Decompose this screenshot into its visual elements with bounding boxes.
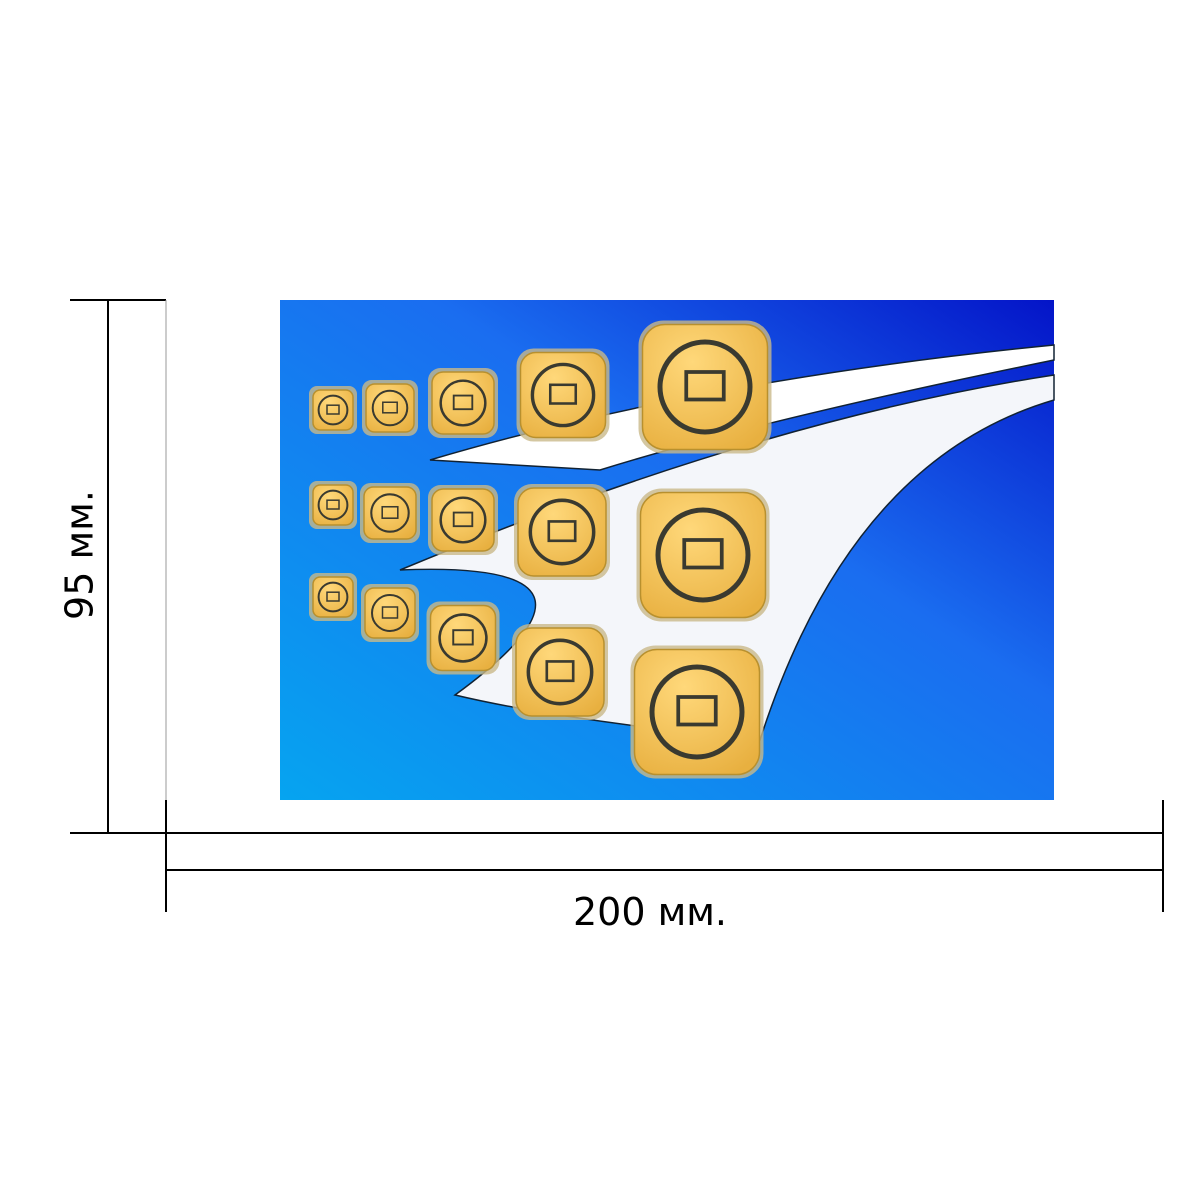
tile-icon	[371, 594, 409, 632]
tile-icon	[381, 606, 399, 619]
tile-icon	[452, 394, 474, 411]
tile-icon	[655, 507, 751, 603]
tile-icon	[682, 538, 724, 570]
tile-icon	[528, 498, 596, 566]
tile-icon	[326, 591, 340, 602]
tile-icon	[548, 383, 578, 405]
tile-icon	[439, 379, 487, 427]
tile-icon	[526, 638, 594, 706]
tile-icon	[326, 404, 340, 415]
tile-icon	[382, 401, 398, 414]
tile-icon	[439, 496, 487, 544]
icon-tiles	[309, 320, 772, 779]
tile-icon	[317, 489, 349, 521]
tile-icon	[452, 629, 474, 646]
height-label: 95 мм.	[58, 490, 102, 620]
tile-icon	[438, 613, 488, 663]
tile-icon	[530, 362, 596, 428]
picture	[280, 300, 1055, 800]
tile-icon	[317, 581, 349, 613]
tile-icon	[545, 660, 575, 683]
tile-icon	[370, 493, 410, 533]
tile-icon	[317, 394, 349, 426]
tile-icon	[371, 389, 409, 427]
tile-icon	[684, 370, 726, 402]
tile-icon	[452, 511, 474, 528]
dimension-lines	[70, 299, 1164, 912]
tile-icon	[326, 499, 340, 510]
tile-icon	[547, 520, 577, 543]
tile-icon	[676, 695, 718, 727]
tile-icon	[381, 505, 399, 519]
tile-icon	[649, 664, 745, 760]
width-label: 200 мм.	[573, 890, 727, 934]
tile-icon	[657, 339, 753, 435]
